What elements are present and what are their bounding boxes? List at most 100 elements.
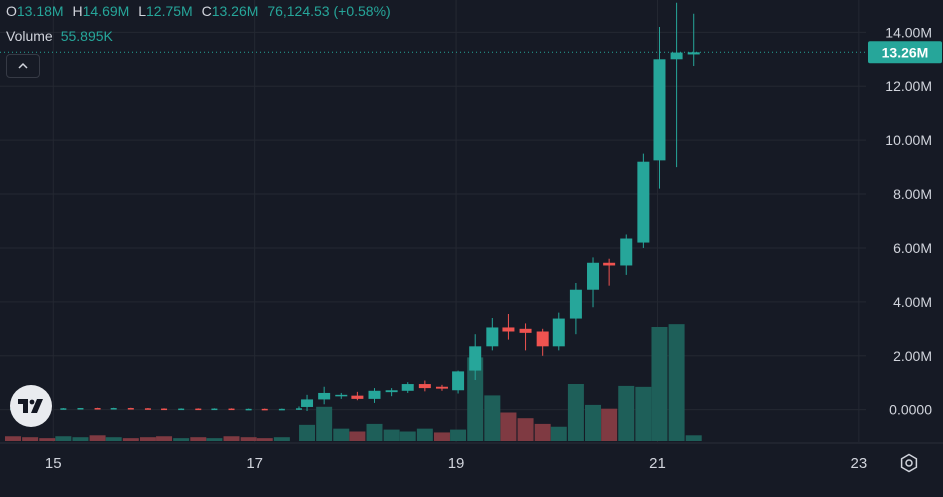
last-price-marker: 13.26M [868, 41, 942, 64]
y-tick-label: 12.00M [885, 78, 932, 94]
candle-body [368, 390, 381, 399]
volume-bar [467, 357, 484, 441]
tradingview-logo-icon[interactable] [10, 385, 52, 427]
volume-bar [366, 423, 383, 441]
candle-body [452, 371, 465, 391]
candle-body [60, 408, 67, 410]
x-tick-label: 23 [851, 455, 868, 472]
candle-body [552, 318, 565, 347]
candle-body [587, 262, 600, 290]
grid-lines [0, 0, 866, 442]
x-tick-label: 17 [246, 455, 263, 472]
y-tick-label: 2.00M [893, 348, 932, 364]
y-tick-label: 8.00M [893, 186, 932, 202]
volume-bar [534, 423, 551, 441]
volume-bar [122, 438, 139, 441]
candle-body [519, 328, 532, 333]
volume-bar [173, 438, 190, 441]
candle-body [502, 327, 515, 332]
ohlc-legend: O13.18M H14.69M L12.75M C13.26M 76,124.5… [6, 3, 396, 19]
volume-bar [240, 437, 257, 441]
volume-bar [618, 385, 635, 441]
y-tick-label: 4.00M [893, 294, 932, 310]
candle-body [278, 408, 285, 411]
candle-body [228, 408, 235, 411]
y-tick-label: 14.00M [885, 24, 932, 40]
volume-bar [273, 437, 290, 441]
volume-label: Volume [6, 28, 53, 44]
volume-bar [668, 324, 685, 441]
volume-bar [72, 437, 89, 441]
volume-bar [5, 436, 21, 441]
candle-body [486, 327, 499, 347]
volume-bar [685, 435, 702, 441]
candle-body [653, 59, 666, 161]
volume-bar [256, 438, 273, 441]
gear-icon[interactable] [896, 450, 922, 476]
y-tick-label: 6.00M [893, 240, 932, 256]
candle-body [318, 392, 331, 400]
volume-bar [55, 436, 72, 441]
candle-body [335, 394, 348, 397]
volume-bar [500, 412, 517, 441]
candle-body [418, 384, 431, 389]
price-axis[interactable]: 0.0000 2.00M 4.00M 6.00M 8.00M 10.00M 12.00M 14… [885, 24, 932, 417]
volume-bar [39, 438, 56, 441]
candle-body [77, 408, 84, 410]
volume-bars [5, 324, 702, 441]
candle-body [401, 384, 414, 391]
candle-body [127, 408, 134, 410]
open-label: O [6, 3, 17, 19]
collapse-legend-button[interactable] [6, 54, 40, 78]
candle-body [351, 395, 364, 399]
volume-bar [223, 436, 240, 441]
open-value: 13.18M [16, 3, 64, 19]
close-label: C [201, 3, 212, 19]
volume-bar [399, 431, 416, 441]
candle-body [110, 408, 117, 410]
volume-bar [450, 429, 467, 441]
last-price-label: 13.26M [882, 44, 929, 60]
volume-bar [299, 424, 316, 441]
candles [10, 2, 700, 412]
volume-legend: Volume 55.895K [6, 28, 113, 44]
change-value: 76,124.53 (+0.58%) [267, 3, 391, 19]
volume-bar [190, 437, 207, 441]
x-tick-label: 19 [448, 455, 465, 472]
volume-bar [635, 386, 652, 441]
volume-bar [550, 426, 567, 441]
candle-body [385, 390, 398, 393]
candle-body [245, 408, 252, 411]
candle-body [144, 408, 151, 410]
candle-body [211, 408, 218, 411]
candle-body [469, 346, 482, 371]
volume-bar [349, 431, 366, 441]
candle-body [195, 408, 202, 411]
candle-body [94, 408, 101, 410]
volume-bar [433, 432, 450, 441]
high-label: H [72, 3, 83, 19]
low-value: 12.75M [146, 3, 193, 19]
volume-bar [22, 437, 39, 441]
high-value: 14.69M [82, 3, 130, 19]
x-tick-label: 15 [45, 455, 62, 472]
candle-body [569, 289, 582, 319]
chevron-up-icon [18, 62, 28, 69]
y-tick-label: 10.00M [885, 132, 932, 148]
volume-value: 55.895K [60, 28, 113, 44]
time-axis[interactable]: 15 17 19 21 23 [45, 455, 867, 472]
volume-bar [484, 395, 501, 441]
volume-bar [585, 404, 602, 441]
x-tick-label: 21 [649, 455, 666, 472]
volume-bar [416, 428, 433, 441]
candle-body [178, 408, 185, 411]
volume-bar [651, 327, 668, 441]
candle-body [637, 161, 650, 243]
candle-body [687, 52, 700, 55]
candle-body [603, 262, 616, 266]
volume-bar [89, 435, 106, 441]
candle-body [161, 408, 168, 411]
candle-body [536, 331, 549, 347]
volume-bar [567, 384, 584, 441]
